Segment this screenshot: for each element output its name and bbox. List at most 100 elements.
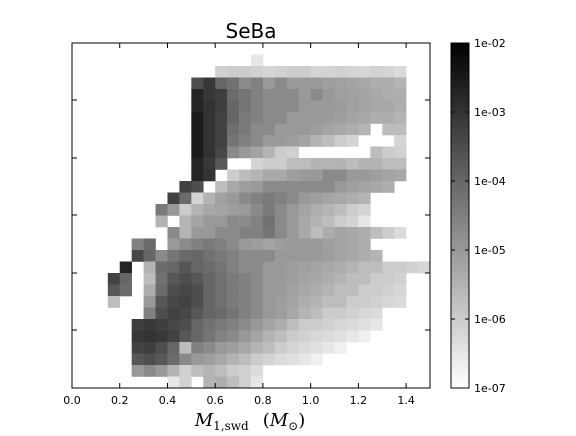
heatmap-cell	[179, 365, 192, 377]
heatmap-cell	[298, 181, 311, 193]
heatmap-cell	[370, 319, 383, 331]
heatmap-cell	[143, 273, 156, 285]
heatmap-cell	[274, 330, 288, 343]
heatmap-cell	[191, 296, 204, 308]
heatmap-cell	[179, 307, 192, 320]
chart-title: SeBa	[226, 19, 277, 43]
heatmap-cell	[239, 376, 252, 389]
heatmap-cell	[215, 284, 228, 297]
heatmap-cell	[251, 135, 264, 147]
heatmap-cell	[322, 192, 335, 205]
heatmap-cell	[310, 227, 323, 239]
heatmap-cell	[262, 296, 276, 308]
heatmap-cell	[346, 261, 359, 274]
heatmap-cell	[203, 89, 216, 101]
heatmap-cell	[286, 123, 300, 136]
colorbar-tick-label: 1e-04	[474, 175, 506, 188]
heatmap-cell	[215, 146, 228, 159]
heatmap-cell	[239, 307, 252, 320]
heatmap-cell	[322, 227, 335, 239]
heatmap-cell	[382, 169, 395, 182]
heatmap-cell	[322, 169, 335, 182]
heatmap-cell	[358, 100, 371, 113]
heatmap-cell	[310, 250, 323, 262]
heatmap-cell	[394, 296, 407, 308]
heatmap-cell	[203, 215, 216, 228]
heatmap-cell	[215, 319, 228, 331]
heatmap-cell	[167, 296, 180, 308]
heatmap-cell	[251, 273, 264, 285]
heatmap-cell	[382, 284, 395, 297]
heatmap-cell	[286, 227, 300, 239]
heatmap-cell	[179, 261, 192, 274]
heatmap-cell	[382, 158, 395, 170]
heatmap-cell	[298, 169, 311, 182]
heatmap-cell	[262, 66, 276, 78]
heatmap-cell	[334, 215, 347, 228]
heatmap-cell	[167, 365, 180, 377]
heatmap-cell	[298, 261, 311, 274]
heatmap-cell	[179, 296, 192, 308]
heatmap-cell	[334, 273, 347, 285]
heatmap-cell	[251, 376, 264, 389]
heatmap-cell	[298, 123, 311, 136]
heatmap-cell	[310, 158, 323, 170]
heatmap-cell	[215, 135, 228, 147]
colorbar-ticks: 1e-02 1e-03 1e-04 1e-05 1e-06 1e-07	[451, 37, 506, 395]
heatmap-cell	[346, 158, 359, 170]
heatmap-cell	[298, 319, 311, 331]
heatmap-cell	[227, 135, 240, 147]
heatmap-cell	[310, 123, 323, 136]
heatmap-cell	[239, 169, 252, 182]
heatmap-cell	[286, 158, 300, 170]
heatmap-cell	[322, 307, 335, 320]
heatmap-cell	[274, 100, 288, 113]
heatmap-cell	[251, 284, 264, 297]
heatmap-cell	[191, 89, 204, 101]
heatmap-cell	[310, 353, 323, 366]
heatmap-cell	[215, 330, 228, 343]
heatmap-cell	[322, 261, 335, 274]
heatmap-cell	[167, 284, 180, 297]
heatmap-cell	[298, 353, 311, 366]
heatmap-cell	[394, 123, 407, 136]
heatmap-cell	[274, 307, 288, 320]
heatmap-cell	[215, 112, 228, 124]
heatmap-cell	[370, 227, 383, 239]
heatmap-cell	[191, 135, 204, 147]
heatmap-cell	[322, 158, 335, 170]
heatmap-cell	[310, 100, 323, 113]
heatmap-cell	[215, 273, 228, 285]
heatmap-cell	[251, 238, 264, 251]
heatmap-cell	[179, 376, 192, 389]
heatmap-cell	[239, 89, 252, 101]
heatmap-cell	[203, 238, 216, 251]
heatmap-cell	[382, 227, 395, 239]
heatmap-cell	[251, 330, 264, 343]
heatmap-cell	[358, 192, 371, 205]
colorbar-tick-label: 1e-05	[474, 244, 506, 257]
heatmap-cell	[382, 146, 395, 159]
heatmap-cell	[227, 284, 240, 297]
heatmap-cell	[251, 342, 264, 354]
heatmap-cell	[262, 227, 276, 239]
heatmap-cell	[215, 181, 228, 193]
heatmap-cell	[239, 181, 252, 193]
heatmap-cell	[358, 319, 371, 331]
heatmap-cell	[203, 192, 216, 205]
heatmap-cell	[322, 238, 335, 251]
x-tick-label: 0.2	[111, 394, 129, 407]
heatmap-cell	[239, 100, 252, 113]
heatmap-cell	[286, 169, 300, 182]
heatmap-cell	[286, 284, 300, 297]
heatmap-cell	[251, 54, 264, 67]
heatmap-cell	[203, 77, 216, 90]
x-axis-ticks: 0.0 0.2 0.4 0.6 0.8 1.0 1.2 1.4	[63, 43, 415, 407]
heatmap-cell	[215, 376, 228, 389]
heatmap-cell	[298, 307, 311, 320]
heatmap-cell	[346, 284, 359, 297]
heatmap-cell	[167, 273, 180, 285]
heatmap-cell	[274, 273, 288, 285]
heatmap-cell	[298, 342, 311, 354]
heatmap-cell	[191, 158, 204, 170]
